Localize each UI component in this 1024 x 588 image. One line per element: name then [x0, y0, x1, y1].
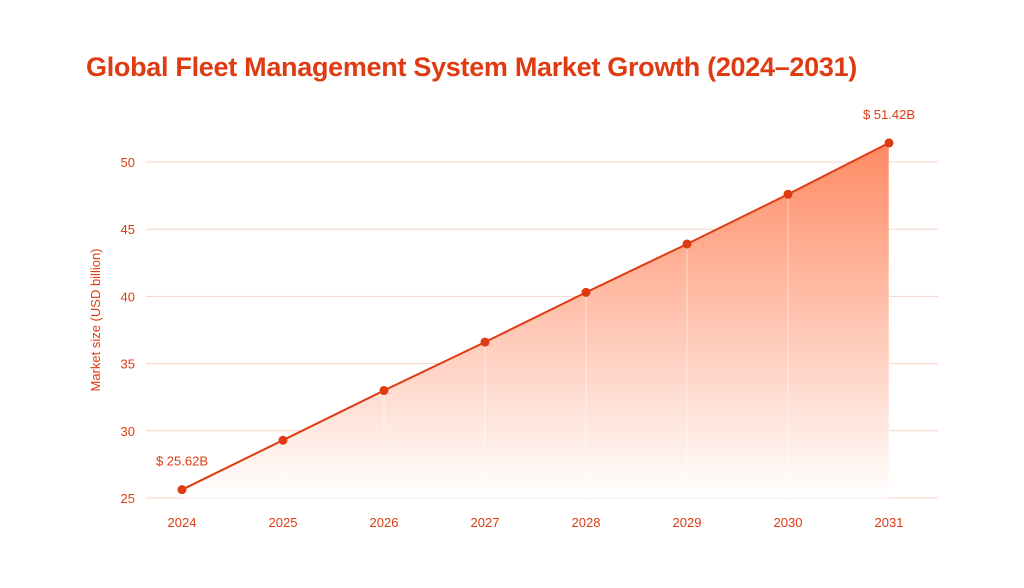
y-tick-label-30: 30: [121, 424, 135, 439]
data-label-2031: $ 51.42B: [863, 107, 915, 122]
x-tick-label-2031: 2031: [875, 515, 904, 530]
data-labels: $ 25.62B $ 51.42B: [156, 107, 915, 469]
chart-title: Global Fleet Management System Market Gr…: [86, 52, 857, 82]
x-tick-label-2025: 2025: [269, 515, 298, 530]
x-tick-label-2030: 2030: [774, 515, 803, 530]
y-axis-ticks: 25 30 35 40 45 50: [121, 155, 135, 506]
series-line-layer: [181, 142, 890, 491]
x-tick-label-2029: 2029: [673, 515, 702, 530]
x-tick-label-2027: 2027: [471, 515, 500, 530]
data-point-2026: [379, 385, 389, 395]
y-tick-label-45: 45: [121, 222, 135, 237]
data-points: [177, 138, 894, 495]
y-axis-title: Market size (USD billion): [88, 248, 103, 391]
data-point-2025: [278, 435, 288, 445]
x-tick-label-2026: 2026: [370, 515, 399, 530]
data-point-2028: [581, 287, 591, 297]
data-point-2030: [783, 189, 793, 199]
y-tick-label-35: 35: [121, 357, 135, 372]
data-point-2027: [480, 337, 490, 347]
data-point-2024: [177, 485, 187, 495]
drop-lines: [181, 142, 890, 498]
data-point-2029: [682, 239, 692, 249]
y-tick-label-40: 40: [121, 289, 135, 304]
series-line: [181, 142, 890, 491]
y-tick-label-50: 50: [121, 155, 135, 170]
data-label-2024: $ 25.62B: [156, 454, 208, 469]
y-tick-label-25: 25: [121, 491, 135, 506]
x-axis-ticks: 2024 2025 2026 2027 2028 2029 2030 2031: [168, 515, 904, 530]
x-tick-label-2024: 2024: [168, 515, 197, 530]
x-tick-label-2028: 2028: [572, 515, 601, 530]
data-point-2031: [884, 138, 894, 148]
